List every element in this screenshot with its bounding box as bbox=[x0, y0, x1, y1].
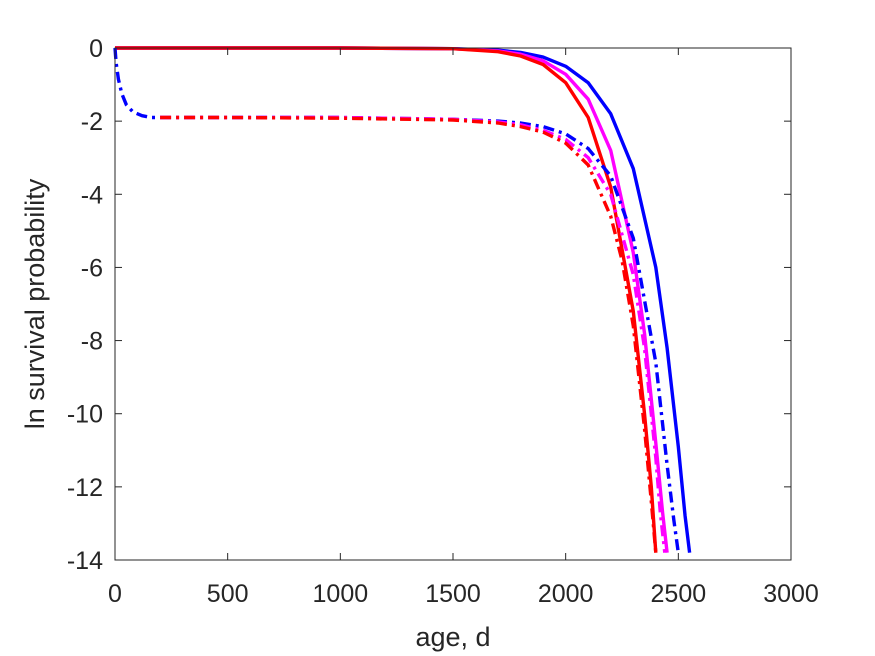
y-tick-label: -8 bbox=[81, 328, 103, 356]
y-tick-labels: 0 -2 -4 -6 -8 -10 -12 -14 bbox=[67, 35, 103, 575]
x-tick-label: 0 bbox=[108, 580, 122, 608]
plot-background bbox=[115, 48, 791, 560]
x-tick-label: 2500 bbox=[651, 580, 707, 608]
plot-frame bbox=[114, 47, 792, 561]
y-axis-label: ln survival probability bbox=[20, 178, 50, 429]
x-tick-label: 1000 bbox=[313, 580, 369, 608]
y-tick-label: -4 bbox=[81, 181, 103, 209]
y-tick-label: -6 bbox=[81, 254, 103, 282]
y-tick-label: -2 bbox=[81, 108, 103, 136]
y-tick-label: -14 bbox=[67, 547, 103, 575]
x-tick-label: 1500 bbox=[425, 580, 481, 608]
series-line-4 bbox=[113, 47, 680, 553]
x-tick-label: 2000 bbox=[538, 580, 594, 608]
x-tick-labels: 0 500 1000 1500 2000 2500 3000 bbox=[108, 580, 819, 608]
series-line-6 bbox=[160, 115, 658, 553]
y-tick-label: -10 bbox=[67, 401, 103, 429]
x-axis-label: age, d bbox=[415, 622, 490, 652]
y-tick-label: -12 bbox=[67, 474, 103, 502]
x-tick-label: 500 bbox=[207, 580, 249, 608]
x-tick-label: 3000 bbox=[763, 580, 819, 608]
y-tick-label: 0 bbox=[89, 35, 103, 63]
